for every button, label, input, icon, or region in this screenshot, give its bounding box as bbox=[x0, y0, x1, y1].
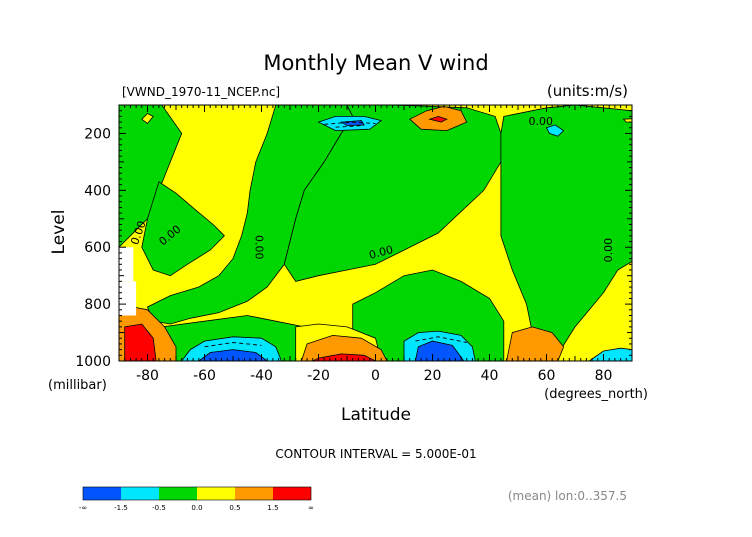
colorbar-tick-label: ∞ bbox=[308, 504, 314, 512]
x-tick-label: -80 bbox=[136, 368, 159, 384]
contour-label-2: 0.00 bbox=[253, 235, 266, 260]
contour-region-red-21 bbox=[428, 115, 448, 123]
missing-data-area-0 bbox=[119, 247, 134, 282]
file-label: [VWND_1970-11_NCEP.nc] bbox=[122, 85, 280, 99]
colorbar-tick-label: 0.0 bbox=[191, 504, 202, 512]
colorbar-tick-label: -∞ bbox=[79, 504, 87, 512]
y-tick-label: 400 bbox=[84, 183, 111, 199]
colorbar-frame bbox=[82, 486, 312, 501]
y-tick-label: 1000 bbox=[75, 354, 111, 370]
x-tick-label: 20 bbox=[424, 368, 442, 384]
missing-data-area-1 bbox=[119, 281, 137, 316]
contour-label-3: 0.00 bbox=[368, 243, 395, 262]
negative-contour-line-0 bbox=[324, 121, 376, 125]
units-label: (units:m/s) bbox=[547, 82, 628, 100]
colorbar-tick-label: 0.5 bbox=[229, 504, 240, 512]
colorbar-swatch-4 bbox=[235, 487, 273, 500]
x-axis: -80 -60 -40 -20 0 20 40 60 80 bbox=[118, 105, 633, 384]
colorbar-swatch-0 bbox=[83, 487, 121, 500]
x-tick-label: -60 bbox=[193, 368, 216, 384]
negative-contour-line-2 bbox=[204, 342, 262, 348]
contour-interval-label: CONTOUR INTERVAL = 5.000E-01 bbox=[275, 447, 476, 461]
y-axis: 200 400 600 800 1000 bbox=[75, 104, 632, 370]
x-tick-label: -40 bbox=[250, 368, 273, 384]
contour-region-green-1 bbox=[141, 181, 225, 277]
y-axis-unit-label: (millibar) bbox=[48, 378, 107, 393]
x-tick-label: -20 bbox=[307, 368, 330, 384]
x-tick-label: 0 bbox=[371, 368, 380, 384]
x-tick-label: 40 bbox=[481, 368, 499, 384]
contour-region-green-4 bbox=[500, 104, 633, 356]
x-axis-label: Latitude bbox=[341, 405, 411, 425]
colorbar-tick-label: -1.5 bbox=[114, 504, 128, 512]
colorbar: -∞ -1.5 -0.5 0.0 0.5 1.5 ∞ bbox=[79, 486, 314, 512]
x-tick-label: 60 bbox=[538, 368, 556, 384]
contour-label-4: 0.00 bbox=[529, 115, 554, 128]
y-axis-label: Level bbox=[49, 210, 69, 255]
colorbar-tick-label: 1.5 bbox=[267, 504, 278, 512]
colorbar-swatch-1 bbox=[121, 487, 159, 500]
contour-region-cyan-22 bbox=[545, 124, 565, 137]
plot-area: 0.00 0.00 0.00 0.000.000.00 bbox=[118, 104, 633, 362]
negative-contour-line-1 bbox=[335, 125, 365, 128]
x-tick-label: 80 bbox=[595, 368, 613, 384]
contour-region-red-15 bbox=[124, 323, 157, 362]
y-tick-label: 800 bbox=[84, 297, 111, 313]
footer-label: (mean) lon:0..357.5 bbox=[508, 489, 627, 503]
colorbar-swatch-3 bbox=[197, 487, 235, 500]
contour-region-blue-19 bbox=[340, 120, 365, 126]
contour-region-yellow-23 bbox=[141, 113, 154, 125]
negative-contour-line-3 bbox=[415, 336, 467, 343]
colorbar-swatch-2 bbox=[159, 487, 197, 500]
colorbar-swatch-5 bbox=[273, 487, 311, 500]
chart-title: Monthly Mean V wind bbox=[263, 51, 488, 75]
colorbar-tick-label: -0.5 bbox=[152, 504, 166, 512]
x-axis-unit-label: (degrees_north) bbox=[544, 387, 648, 402]
contour-region-green-3 bbox=[283, 104, 502, 282]
y-tick-label: 200 bbox=[84, 126, 111, 142]
contour-label-5: 0.00 bbox=[602, 238, 615, 262]
y-tick-label: 600 bbox=[84, 240, 111, 256]
